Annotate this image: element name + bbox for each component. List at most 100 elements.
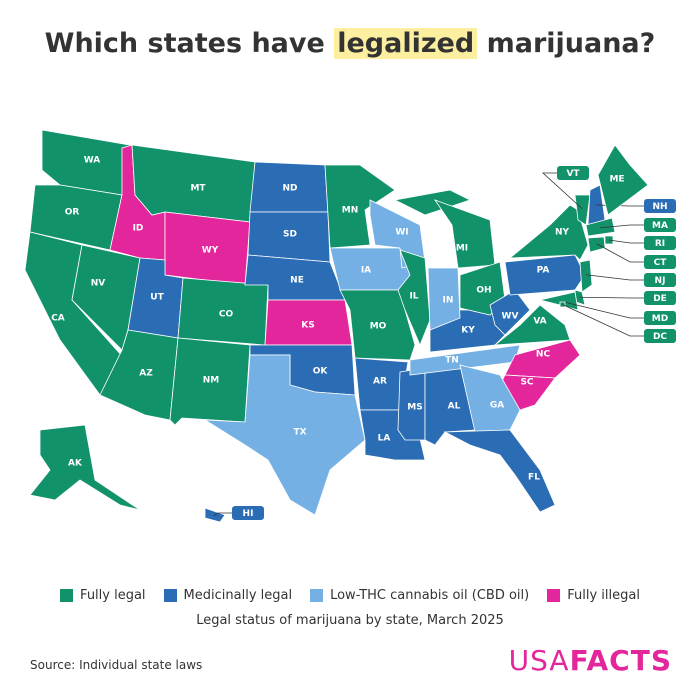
source: Source: Individual state laws	[30, 658, 203, 672]
state-label: WI	[395, 228, 408, 238]
legend-label: Fully illegal	[567, 588, 640, 603]
state-label: UT	[150, 293, 164, 303]
state	[203, 354, 366, 516]
state-label: TN	[445, 356, 459, 366]
state-label: FL	[528, 473, 540, 483]
state-label: OK	[313, 367, 329, 377]
state-label: WY	[202, 246, 219, 256]
legend-label: Low-THC cannabis oil (CBD oil)	[330, 588, 530, 603]
legend-item: Fully legal	[60, 588, 146, 603]
callout-line	[562, 304, 645, 337]
state-label: RI	[655, 239, 665, 249]
logo-text: USA	[508, 644, 570, 677]
legend-item: Low-THC cannabis oil (CBD oil)	[310, 588, 529, 603]
state-label: SD	[283, 230, 297, 240]
callout-line	[600, 224, 645, 229]
state-label: CO	[219, 310, 234, 320]
callout-line	[579, 296, 645, 299]
state-label: IA	[361, 266, 371, 276]
legend-swatch	[310, 589, 324, 602]
state	[587, 236, 606, 253]
state	[539, 291, 579, 311]
callout-line	[563, 301, 645, 319]
state-box	[644, 236, 676, 250]
state-label: MN	[342, 206, 359, 216]
state-label: DE	[653, 294, 667, 304]
legend-label: Medicinally legal	[183, 588, 293, 603]
state	[29, 424, 141, 511]
legend-item: Medicinally legal	[163, 588, 293, 603]
logo-text: FACTS	[569, 644, 672, 677]
state-box	[644, 218, 676, 232]
state-label: TX	[293, 428, 306, 438]
callout-line	[541, 172, 583, 210]
state-label: NH	[652, 202, 667, 212]
state-box	[644, 291, 676, 305]
state-label: AR	[373, 377, 387, 387]
callout-line	[596, 243, 645, 263]
caption: Legal status of marijuana by state, Marc…	[196, 613, 504, 628]
title-text: Which states have	[44, 28, 325, 59]
state-box	[644, 273, 676, 287]
state-label: AK	[68, 459, 83, 469]
state-label: MO	[370, 322, 387, 332]
state-label: HI	[243, 509, 254, 519]
state-box	[644, 255, 676, 269]
state-box	[644, 199, 676, 213]
state	[427, 267, 461, 331]
title: Which states have legalized marijuana?	[0, 28, 700, 59]
state-label: DC	[653, 332, 667, 342]
state-label: WA	[84, 156, 101, 166]
state-label: MD	[652, 314, 668, 324]
state-label: ID	[133, 224, 144, 234]
callout-line	[608, 239, 645, 244]
state-label: NM	[203, 376, 220, 386]
state-label: MS	[407, 403, 422, 413]
legend-label: Fully legal	[80, 588, 146, 603]
title-highlight: legalized	[334, 28, 478, 59]
state-label: LA	[378, 434, 391, 444]
state-label: KY	[461, 326, 475, 336]
state-label: NJ	[655, 276, 666, 286]
state-label: KS	[301, 321, 314, 331]
state-box	[644, 311, 676, 325]
state-label: CT	[654, 258, 668, 268]
state-label: NY	[555, 228, 570, 238]
state-box	[644, 329, 676, 343]
state-label: SC	[520, 378, 533, 388]
state-label: OH	[476, 286, 491, 296]
state	[433, 199, 496, 269]
state-label: NV	[91, 279, 106, 289]
state-label: AL	[448, 402, 461, 412]
state	[369, 199, 426, 269]
state	[504, 339, 581, 379]
title-text: marijuana?	[486, 28, 656, 59]
state-label: MT	[190, 184, 206, 194]
callout-line	[213, 512, 233, 517]
state	[493, 304, 571, 346]
legend-swatch	[163, 589, 177, 602]
state-label: WV	[502, 312, 519, 322]
upper-peninsula	[393, 189, 472, 216]
legend: Fully legal Medicinally legal Low-THC cann…	[0, 588, 700, 603]
state-label: MA	[652, 221, 668, 231]
state-label: OR	[65, 208, 80, 218]
state	[443, 429, 556, 513]
state-label: VT	[566, 169, 580, 179]
state-label: IN	[443, 296, 454, 306]
state-label: ME	[609, 175, 624, 185]
state-label: AZ	[139, 369, 153, 379]
state	[508, 204, 589, 261]
state-label: NC	[536, 350, 551, 360]
legend-item: Fully illegal	[547, 588, 640, 603]
state-label: VA	[533, 317, 546, 327]
legend-swatch	[60, 589, 74, 602]
state-label: GA	[490, 401, 504, 411]
state-label: CA	[51, 314, 65, 324]
state	[597, 144, 649, 216]
logo: USAFACTS	[509, 644, 672, 677]
state-label: NE	[290, 276, 304, 286]
state-box	[557, 166, 589, 180]
state	[504, 254, 586, 296]
